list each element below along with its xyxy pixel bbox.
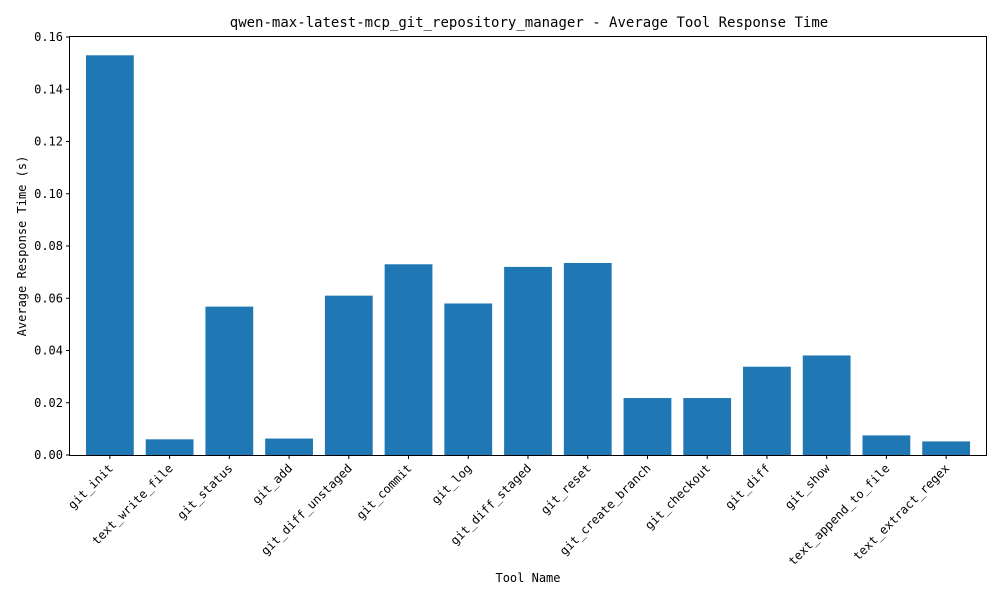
y-tick-label: 0.14 <box>34 82 63 96</box>
y-axis: 0.00 0.02 0.04 0.06 0.08 0.10 0.12 0.14 0.16 <box>34 30 70 462</box>
bar-git-diff <box>743 366 791 455</box>
y-tick-label: 0.00 <box>34 448 63 462</box>
bar-git-reset <box>563 262 612 455</box>
bar-text-append-to-file <box>862 435 911 455</box>
bar-git-add <box>265 438 313 455</box>
bar-text-write-file <box>145 439 194 455</box>
x-tick-label: git_reset <box>538 461 594 517</box>
x-axis-label: Tool Name <box>495 571 560 585</box>
x-tick-label: git_add <box>250 461 296 507</box>
bar-git-status <box>205 306 254 455</box>
y-tick-label: 0.06 <box>34 291 63 305</box>
x-tick-label: git_init <box>65 461 116 512</box>
chart-title: qwen-max-latest-mcp_git_repository_manag… <box>230 15 828 31</box>
bar-git-commit <box>384 264 433 455</box>
y-tick-label: 0.04 <box>34 344 63 358</box>
x-tick-label: git_log <box>429 461 475 507</box>
x-tick-label: text_append_to_file <box>786 461 893 568</box>
bar-git-diff-unstaged <box>324 295 373 455</box>
x-tick-label: text_extract_regex <box>850 461 952 563</box>
y-tick-label: 0.12 <box>34 135 63 149</box>
x-tick-label: git_status <box>174 461 235 522</box>
y-tick-label: 0.08 <box>34 239 63 253</box>
bars-group <box>85 55 971 455</box>
bar-git-create-branch <box>623 398 672 455</box>
bar-text-extract-regex <box>922 441 971 455</box>
y-axis-label: Average Response Time (s) <box>15 156 29 337</box>
y-tick-label: 0.16 <box>34 30 63 44</box>
bar-git-checkout <box>683 398 732 455</box>
plot-frame <box>69 36 987 456</box>
bar-git-show <box>802 355 851 455</box>
x-tick-label: git_show <box>782 461 833 512</box>
x-tick-label: git_diff <box>722 461 773 512</box>
y-tick-label: 0.10 <box>34 187 63 201</box>
bar-git-log <box>444 303 493 455</box>
y-tick-label: 0.02 <box>34 396 63 410</box>
bar-git-init <box>85 55 134 455</box>
x-tick-label: git_commit <box>354 461 415 522</box>
bar-git-diff-staged <box>504 266 552 455</box>
